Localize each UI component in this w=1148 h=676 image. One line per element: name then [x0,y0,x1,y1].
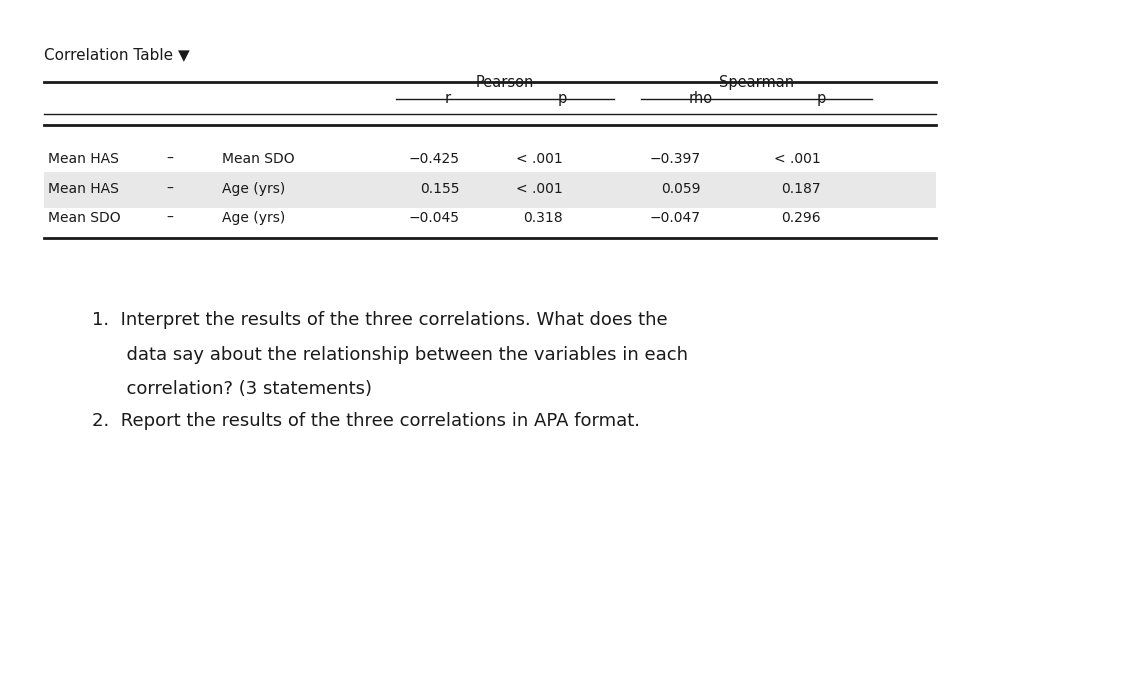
Text: Correlation Table ▼: Correlation Table ▼ [44,47,189,62]
Text: 0.155: 0.155 [420,183,459,196]
Text: Spearman: Spearman [719,75,794,90]
Text: p: p [816,91,825,106]
Text: 0.059: 0.059 [661,183,700,196]
Text: correlation? (3 statements): correlation? (3 statements) [92,380,372,398]
Text: < .001: < .001 [515,183,563,196]
Text: 0.187: 0.187 [781,183,821,196]
Text: Pearson: Pearson [476,75,534,90]
Text: Mean HAS: Mean HAS [48,183,119,196]
Text: –: – [166,183,173,196]
Text: Age (yrs): Age (yrs) [222,211,285,224]
Text: < .001: < .001 [515,152,563,166]
Text: 2.  Report the results of the three correlations in APA format.: 2. Report the results of the three corre… [92,412,639,431]
Text: Mean HAS: Mean HAS [48,152,119,166]
Text: Mean SDO: Mean SDO [222,152,294,166]
Text: Age (yrs): Age (yrs) [222,183,285,196]
Text: Mean SDO: Mean SDO [48,211,121,224]
Text: 0.296: 0.296 [781,211,821,224]
Text: data say about the relationship between the variables in each: data say about the relationship between … [92,346,688,364]
Text: −0.425: −0.425 [409,152,459,166]
Text: r: r [444,91,451,106]
Text: 1.  Interpret the results of the three correlations. What does the: 1. Interpret the results of the three co… [92,311,667,329]
Text: −0.397: −0.397 [649,152,700,166]
Text: < .001: < .001 [774,152,821,166]
Text: −0.047: −0.047 [650,211,700,224]
Text: p: p [558,91,567,106]
Text: –: – [166,211,173,224]
Text: rho: rho [688,91,713,106]
Text: −0.045: −0.045 [409,211,459,224]
Text: –: – [166,152,173,166]
Text: 0.318: 0.318 [522,211,563,224]
